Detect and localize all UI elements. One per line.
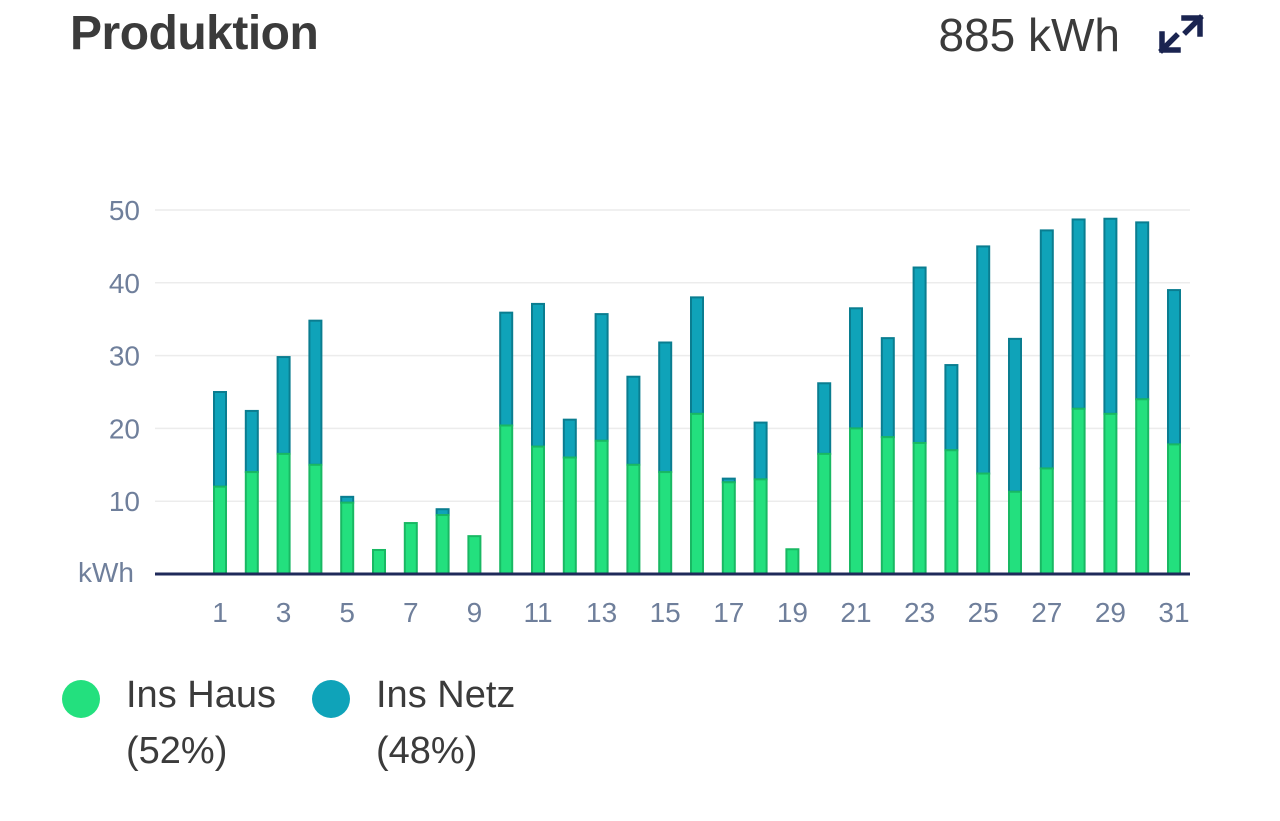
bar-ins-haus-31[interactable] xyxy=(1167,443,1181,575)
total-production-value: 885 kWh xyxy=(938,9,1120,61)
legend-label-house: Ins Haus xyxy=(126,674,276,716)
bar-ins-netz-22[interactable] xyxy=(880,337,895,439)
bar-ins-netz-23[interactable] xyxy=(912,266,927,444)
bar-ins-haus-29[interactable] xyxy=(1103,412,1118,575)
bar-ins-haus-8[interactable] xyxy=(435,514,450,575)
bar-ins-haus-22[interactable] xyxy=(880,436,895,575)
bar-ins-netz-24[interactable] xyxy=(944,364,959,452)
bar-ins-netz-28[interactable] xyxy=(1071,218,1086,410)
bar-ins-haus-19[interactable] xyxy=(785,548,800,575)
x-tick-label: 29 xyxy=(1095,597,1126,628)
bar-ins-haus-5[interactable] xyxy=(340,501,355,576)
bar-ins-haus-26[interactable] xyxy=(1008,490,1022,575)
bar-ins-haus-15[interactable] xyxy=(658,471,673,575)
bar-ins-haus-21[interactable] xyxy=(849,427,863,575)
y-tick-label: 50 xyxy=(109,195,140,226)
bar-ins-netz-11[interactable] xyxy=(531,302,545,448)
x-tick-label: 7 xyxy=(403,597,419,628)
bar-ins-netz-12[interactable] xyxy=(562,418,577,459)
page-title: Produktion xyxy=(70,7,319,60)
x-tick-label: 31 xyxy=(1158,597,1189,628)
x-tick-label: 27 xyxy=(1031,597,1062,628)
bar-ins-haus-28[interactable] xyxy=(1071,407,1086,575)
legend-percent-house: (52%) xyxy=(126,730,228,772)
expand-arrows-icon xyxy=(1158,14,1204,54)
legend-percent-grid: (48%) xyxy=(376,730,478,772)
legend-dot-house xyxy=(62,680,100,718)
bar-ins-haus-4[interactable] xyxy=(308,463,323,575)
bar-ins-netz-14[interactable] xyxy=(626,375,641,466)
x-tick-label: 25 xyxy=(968,597,999,628)
bar-ins-haus-17[interactable] xyxy=(721,481,736,575)
bar-ins-netz-1[interactable] xyxy=(213,391,227,488)
bar-ins-haus-16[interactable] xyxy=(690,412,704,575)
bar-ins-netz-2[interactable] xyxy=(244,409,259,474)
bar-ins-netz-21[interactable] xyxy=(849,307,863,430)
bar-ins-haus-2[interactable] xyxy=(244,471,259,575)
bar-ins-haus-11[interactable] xyxy=(531,445,545,576)
bar-ins-netz-29[interactable] xyxy=(1103,217,1118,415)
bars xyxy=(213,217,1181,576)
bar-ins-haus-10[interactable] xyxy=(499,424,514,575)
bar-ins-netz-31[interactable] xyxy=(1167,289,1181,446)
bar-ins-netz-4[interactable] xyxy=(308,319,323,466)
bar-ins-haus-13[interactable] xyxy=(594,439,609,575)
x-tick-label: 21 xyxy=(840,597,871,628)
y-tick-label: 40 xyxy=(109,268,140,299)
bar-ins-haus-6[interactable] xyxy=(372,548,386,576)
bar-ins-haus-25[interactable] xyxy=(976,472,991,576)
y-axis-unit-label: kWh xyxy=(78,557,134,588)
bar-ins-haus-23[interactable] xyxy=(912,441,927,575)
x-tick-label: 1 xyxy=(212,597,228,628)
bar-ins-haus-20[interactable] xyxy=(817,452,832,576)
x-tick-label: 9 xyxy=(467,597,483,628)
bar-ins-haus-27[interactable] xyxy=(1039,467,1054,575)
x-tick-label: 17 xyxy=(713,597,744,628)
x-tick-label: 5 xyxy=(339,597,355,628)
x-tick-label: 3 xyxy=(276,597,292,628)
bar-ins-netz-25[interactable] xyxy=(976,245,991,475)
y-tick-label: 10 xyxy=(109,486,140,517)
x-axis-ticks: 1 3 5 7 9 11 13 15 17 19 21 23 25 27 29 31 xyxy=(212,597,1189,628)
bar-ins-haus-9[interactable] xyxy=(467,535,482,575)
bar-ins-haus-1[interactable] xyxy=(213,485,227,576)
bar-ins-haus-18[interactable] xyxy=(753,478,768,575)
bar-ins-netz-3[interactable] xyxy=(276,356,291,455)
bar-ins-haus-30[interactable] xyxy=(1135,398,1150,575)
y-axis-ticks: 10 20 30 40 50 xyxy=(109,195,140,517)
bar-ins-haus-7[interactable] xyxy=(403,522,418,575)
bar-ins-haus-12[interactable] xyxy=(562,456,577,575)
bar-ins-haus-3[interactable] xyxy=(276,452,291,576)
expand-button[interactable] xyxy=(1154,10,1206,60)
bar-ins-netz-30[interactable] xyxy=(1135,221,1150,401)
x-tick-label: 13 xyxy=(586,597,617,628)
x-tick-label: 15 xyxy=(650,597,681,628)
x-tick-label: 19 xyxy=(777,597,808,628)
x-tick-label: 23 xyxy=(904,597,935,628)
y-tick-label: 30 xyxy=(109,341,140,372)
x-tick-label: 11 xyxy=(523,597,552,628)
bar-ins-netz-15[interactable] xyxy=(658,341,673,474)
y-tick-label: 20 xyxy=(109,413,140,444)
bar-ins-haus-24[interactable] xyxy=(944,449,959,575)
bar-ins-netz-10[interactable] xyxy=(499,311,514,427)
legend-label-grid: Ins Netz xyxy=(376,674,516,716)
bar-ins-netz-18[interactable] xyxy=(753,421,768,481)
bar-ins-netz-26[interactable] xyxy=(1008,337,1022,493)
legend-dot-grid xyxy=(312,680,350,718)
bar-ins-netz-16[interactable] xyxy=(690,296,704,415)
bar-ins-netz-20[interactable] xyxy=(817,382,832,455)
bar-ins-netz-27[interactable] xyxy=(1039,229,1054,470)
bar-ins-netz-13[interactable] xyxy=(594,313,609,442)
bar-ins-haus-14[interactable] xyxy=(626,463,641,575)
